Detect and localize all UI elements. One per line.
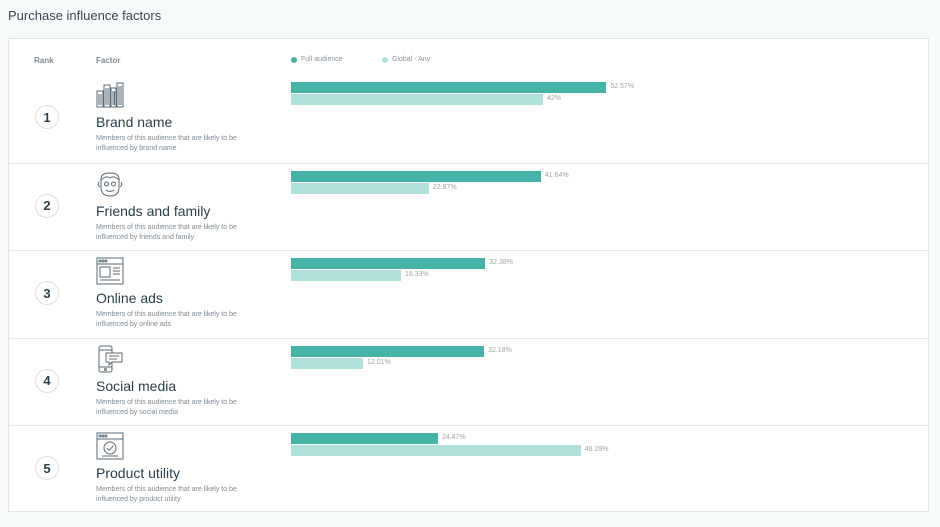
legend-global-dot — [382, 56, 388, 63]
factor-row-friends-and-family: 2 Friends and family Members of this aud… — [9, 162, 928, 251]
factor-description: Members of this audience that are likely… — [96, 311, 237, 328]
rank-badge: 4 — [35, 368, 59, 393]
bar-label-global: 18.33% — [404, 271, 429, 278]
legend-full-dot — [291, 56, 297, 63]
legend-full-audience: Full audience — [291, 56, 343, 63]
bar-global-any — [291, 357, 364, 369]
factor-name: Online ads — [96, 290, 163, 306]
bar-full-audience — [291, 82, 607, 93]
legend-full-label: Full audience — [301, 56, 343, 63]
bar-full-audience — [291, 258, 486, 269]
factor-description: Members of this audience that are likely… — [96, 398, 237, 416]
bar-global-any — [291, 94, 543, 105]
browser-ad-icon — [96, 257, 124, 285]
factor-description: Members of this audience that are likely… — [96, 135, 237, 152]
phone-chat-icon — [98, 345, 123, 372]
factor-name: Brand name — [96, 114, 173, 130]
bar-label-full: 32.38% — [489, 259, 514, 266]
rank-badge: 3 — [35, 281, 59, 305]
rank-badge: 5 — [35, 456, 59, 480]
rank-header: Rank — [34, 56, 54, 65]
factor-row-social-media: 4 Social media Members of this audience … — [9, 337, 928, 426]
bar-label-full: 52.57% — [610, 83, 635, 90]
bar-label-global: 48.29% — [584, 446, 609, 453]
factor-name: Product utility — [96, 465, 181, 481]
page-title: Purchase influence factors — [8, 8, 162, 23]
factor-header: Factor — [96, 56, 121, 65]
bar-global-any — [291, 182, 429, 194]
bar-global-any — [291, 445, 581, 456]
bar-label-global: 12.01% — [367, 358, 391, 366]
factor-name: Friends and family — [96, 202, 211, 219]
legend-global-any: Global - Any — [382, 56, 430, 63]
bar-full-audience — [291, 170, 541, 182]
bar-label-full: 24.47% — [441, 434, 466, 441]
factor-row-online-ads: 3 Online ads Members of this audience th… — [9, 250, 928, 338]
bar-label-global: 42% — [547, 95, 562, 102]
chart-card: Rank Factor Full audience Global - Any 1… — [8, 38, 929, 512]
legend-global-label: Global - Any — [392, 56, 431, 63]
city-buildings-icon — [96, 82, 124, 108]
factor-name: Social media — [96, 377, 177, 394]
bar-label-full: 32.18% — [488, 346, 512, 354]
bar-label-global: 22.97% — [432, 183, 457, 191]
factor-row-brand-name: 1 Brand name Members of this audience th… — [9, 75, 928, 163]
rank-badge: 2 — [35, 193, 59, 218]
browser-check-icon — [96, 432, 124, 460]
bar-label-full: 41.64% — [544, 171, 569, 179]
factor-description: Members of this audience that are likely… — [96, 223, 237, 241]
bar-full-audience — [291, 433, 438, 444]
rank-badge: 1 — [35, 105, 59, 129]
face-icon — [97, 171, 123, 197]
bar-full-audience — [291, 345, 485, 357]
bar-global-any — [291, 270, 401, 281]
factor-row-product-utility: 5 Product utility Members of this audien… — [9, 425, 928, 513]
factor-description: Members of this audience that are likely… — [96, 486, 237, 503]
